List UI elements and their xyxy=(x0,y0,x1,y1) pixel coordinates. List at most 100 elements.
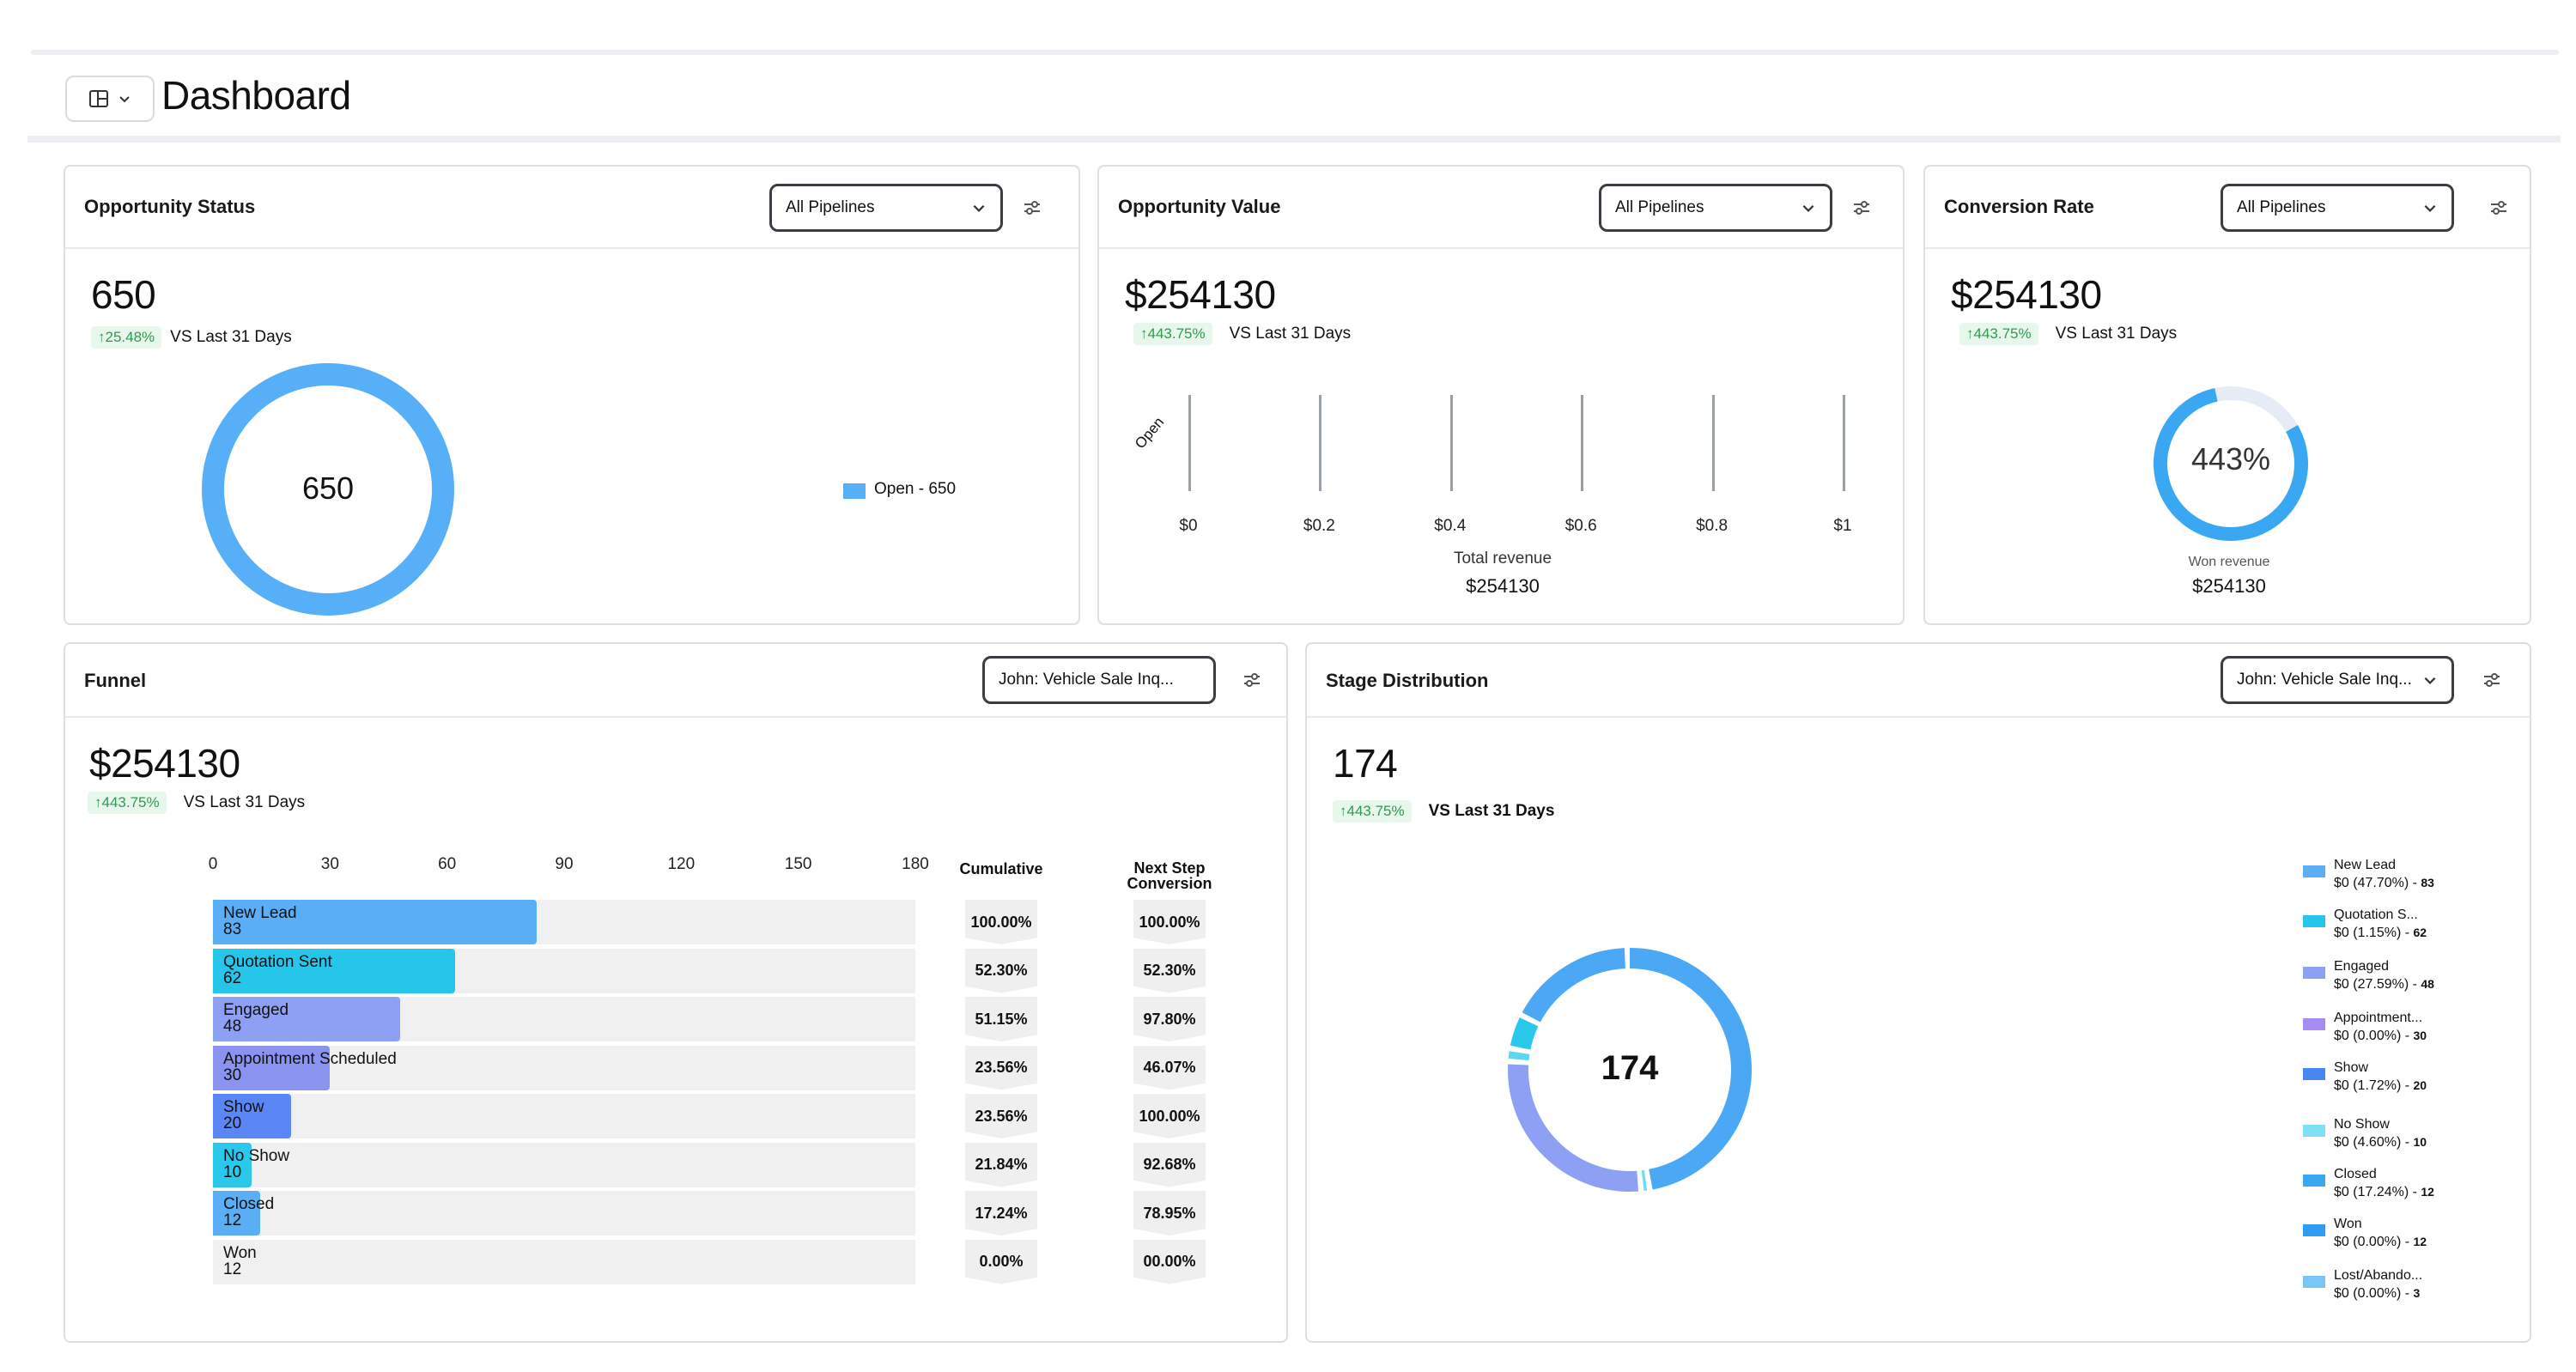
funnel-stage-name: Engaged xyxy=(223,1001,289,1019)
legend-swatch xyxy=(843,483,866,499)
funnel-tick-label: 30 xyxy=(320,855,339,873)
stage-legend-item[interactable]: Show $0 (1.72%) - 20 xyxy=(2303,1059,2427,1095)
card-header: Opportunity Value All Pipelines xyxy=(1099,167,1903,249)
pipeline-select-value: John: Vehicle Sale Inq... xyxy=(2237,671,2412,689)
stage-legend-item[interactable]: Lost/Abando... $0 (0.00%) - 3 xyxy=(2303,1267,2422,1302)
funnel-tick-label: 90 xyxy=(555,855,574,873)
legend-stage-detail: $0 (1.72%) - 20 xyxy=(2334,1077,2427,1095)
donut-segment-engaged[interactable] xyxy=(1508,948,1752,1192)
legend-stage-name: No Show xyxy=(2334,1117,2390,1132)
funnel-stage-name: Show xyxy=(223,1098,264,1116)
next-step-cell: 100.00% xyxy=(1133,1094,1206,1138)
funnel-stage-count: 62 xyxy=(223,968,242,987)
stage-legend-item[interactable]: Won $0 (0.00%) - 12 xyxy=(2303,1216,2427,1251)
stage-legend-item[interactable]: Appointment... $0 (0.00%) - 30 xyxy=(2303,1010,2427,1045)
donut-center-value: 174 xyxy=(1601,1049,1659,1087)
stage-legend-item[interactable]: No Show $0 (4.60%) - 10 xyxy=(2303,1116,2427,1151)
funnel-bar[interactable] xyxy=(213,997,401,1041)
cumulative-cell: 51.15% xyxy=(965,997,1037,1041)
legend-text: Appointment... $0 (0.00%) - 30 xyxy=(2334,1010,2427,1045)
gridline xyxy=(1188,395,1191,491)
filter-settings-icon[interactable] xyxy=(1851,197,1872,218)
layout-switcher-button[interactable] xyxy=(65,76,155,122)
legend-swatch xyxy=(2303,865,2325,877)
cumulative-cell: 52.30% xyxy=(965,948,1037,993)
legend-stage-amount: $0 (4.60%) - xyxy=(2334,1135,2414,1150)
stage-distribution-card: Stage Distribution John: Vehicle Sale In… xyxy=(1305,642,2531,1343)
pipeline-select[interactable]: All Pipelines xyxy=(1599,184,1832,232)
metric-delta: ↑25.48% VS Last 31 Days xyxy=(91,326,292,349)
legend-text: New Lead $0 (47.70%) - 83 xyxy=(2334,857,2434,892)
funnel-stage-label: New Lead 83 xyxy=(223,905,297,938)
funnel-bar[interactable] xyxy=(213,900,538,944)
legend-stage-amount: $0 (0.00%) - xyxy=(2334,1235,2414,1249)
funnel-stage-name: Appointment Scheduled xyxy=(223,1049,397,1068)
donut-segment-new-lead[interactable] xyxy=(1508,948,1752,1192)
funnel-bar[interactable] xyxy=(213,1191,260,1235)
legend-stage-amount: $0 (47.70%) - xyxy=(2334,876,2421,890)
legend-stage-amount: $0 (1.15%) - xyxy=(2334,926,2414,940)
card-title: Opportunity Value xyxy=(1118,196,1281,217)
next-step-cell: 100.00% xyxy=(1133,900,1206,944)
delta-caption: VS Last 31 Days xyxy=(1229,325,1352,343)
legend-stage-count: 83 xyxy=(2421,876,2434,889)
funnel-tick-label: 0 xyxy=(208,855,218,873)
delta-badge: ↑443.75% xyxy=(1333,800,1412,823)
metric-value: $254130 xyxy=(1125,272,1276,317)
next-step-header-line2: Conversion xyxy=(1127,875,1212,892)
card-header: Funnel John: Vehicle Sale Inq... xyxy=(65,644,1286,718)
stage-legend-item[interactable]: Closed $0 (17.24%) - 12 xyxy=(2303,1166,2434,1201)
pipeline-select[interactable]: John: Vehicle Sale Inq... xyxy=(2221,656,2454,704)
legend-stage-count: 12 xyxy=(2421,1185,2434,1199)
funnel-bar[interactable] xyxy=(213,948,455,993)
funnel-stage-label: Show 20 xyxy=(223,1099,264,1132)
gridline xyxy=(1711,395,1715,491)
legend-stage-count: 10 xyxy=(2413,1135,2427,1149)
card-header: Opportunity Status All Pipelines xyxy=(65,167,1078,249)
cumulative-header: Cumulative xyxy=(959,860,1043,877)
cumulative-cell: 23.56% xyxy=(965,1094,1037,1138)
stage-legend-item[interactable]: New Lead $0 (47.70%) - 83 xyxy=(2303,857,2434,892)
filter-settings-icon[interactable] xyxy=(2482,670,2502,690)
stage-legend-item[interactable]: Quotation S... $0 (1.15%) - 62 xyxy=(2303,907,2427,942)
legend-stage-detail: $0 (0.00%) - 12 xyxy=(2334,1233,2427,1251)
next-step-cell: 00.00% xyxy=(1133,1239,1206,1284)
cumulative-cell: 100.00% xyxy=(965,900,1037,944)
pipeline-select-value: All Pipelines xyxy=(2237,198,2326,216)
pipeline-select[interactable]: All Pipelines xyxy=(2221,184,2454,232)
funnel-bar[interactable] xyxy=(213,1094,291,1138)
legend-stage-detail: $0 (17.24%) - 12 xyxy=(2334,1183,2434,1201)
legend-stage-detail: $0 (0.00%) - 3 xyxy=(2334,1284,2422,1302)
card-header: Stage Distribution John: Vehicle Sale In… xyxy=(1307,644,2530,718)
next-step-header: Next Step Conversion xyxy=(1118,860,1221,891)
funnel-tick-label: 180 xyxy=(902,855,929,873)
filter-settings-icon[interactable] xyxy=(1022,197,1042,218)
funnel-tick-label: 120 xyxy=(667,855,696,873)
legend-text: Won $0 (0.00%) - 12 xyxy=(2334,1216,2427,1251)
funnel-stage-count: 30 xyxy=(223,1065,242,1084)
funnel-bar[interactable] xyxy=(213,1045,331,1090)
legend-stage-name: Appointment... xyxy=(2334,1011,2423,1025)
gridline xyxy=(1319,395,1322,491)
pipeline-select-value: John: Vehicle Sale Inq... xyxy=(999,671,1174,689)
legend-stage-name: Closed xyxy=(2334,1167,2377,1181)
legend-swatch xyxy=(2303,1018,2325,1030)
funnel-tick-label: 150 xyxy=(784,855,812,873)
pipeline-select[interactable]: All Pipelines xyxy=(769,184,1003,232)
metric-value: 174 xyxy=(1333,741,1398,786)
legend-stage-count: 30 xyxy=(2413,1029,2427,1042)
opportunity-status-card: Opportunity Status All Pipelines 650 ↑25… xyxy=(64,165,1080,625)
filter-settings-icon[interactable] xyxy=(1242,670,1262,690)
funnel-stage-label: Appointment Scheduled 30 xyxy=(223,1051,397,1084)
legend-label: Open - 650 xyxy=(874,480,957,498)
funnel-bar[interactable] xyxy=(213,1142,252,1187)
x-tick-label: $0 xyxy=(1179,517,1198,535)
pipeline-select[interactable]: John: Vehicle Sale Inq... xyxy=(982,656,1216,704)
page-header: Dashboard xyxy=(27,55,2561,143)
stage-legend-item[interactable]: Engaged $0 (27.59%) - 48 xyxy=(2303,958,2434,993)
filter-settings-icon[interactable] xyxy=(2488,197,2509,218)
legend-stage-amount: $0 (17.24%) - xyxy=(2334,1185,2421,1199)
legend-stage-count: 62 xyxy=(2413,926,2427,939)
opportunity-value-card: Opportunity Value All Pipelines $254130 … xyxy=(1097,165,1905,625)
delta-badge: ↑443.75% xyxy=(1959,323,2038,345)
